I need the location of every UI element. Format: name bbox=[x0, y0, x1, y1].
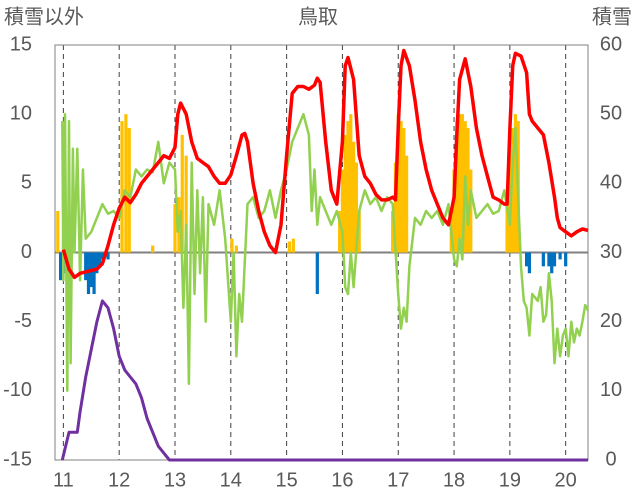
y-tick-right: 10 bbox=[600, 379, 622, 401]
bar-negative bbox=[558, 252, 562, 260]
bar-negative bbox=[547, 252, 551, 267]
y-tick-left: 5 bbox=[21, 172, 32, 194]
bar-positive bbox=[338, 211, 342, 253]
bar-negative bbox=[525, 252, 529, 267]
bar-positive bbox=[291, 238, 295, 253]
series-wind-line bbox=[61, 112, 590, 393]
bar-positive bbox=[405, 155, 409, 253]
bar-negative bbox=[58, 252, 63, 281]
bar-negative bbox=[315, 252, 319, 294]
x-tick: 12 bbox=[108, 469, 130, 491]
y-tick-left: 10 bbox=[10, 102, 32, 124]
chart-title: 鳥取 bbox=[298, 5, 338, 28]
y-tick-right: 30 bbox=[600, 241, 622, 263]
bar-positive bbox=[124, 114, 128, 253]
bar-positive bbox=[357, 211, 361, 253]
series-snow-depth-line bbox=[60, 299, 588, 462]
y-tick-right: 40 bbox=[600, 172, 622, 194]
bar-positive bbox=[393, 162, 398, 253]
x-tick: 13 bbox=[164, 469, 186, 491]
y-axis-label-right: 積雪 bbox=[592, 5, 632, 28]
y-tick-right: 0 bbox=[605, 448, 616, 470]
y-tick-right: 20 bbox=[600, 310, 622, 332]
bar-positive bbox=[151, 245, 155, 253]
bar-positive bbox=[127, 128, 131, 253]
y-tick-right: 50 bbox=[600, 102, 622, 124]
y-tick-left: -15 bbox=[3, 448, 32, 470]
bar-negative bbox=[527, 252, 531, 274]
x-tick: 16 bbox=[331, 469, 353, 491]
bar-negative bbox=[92, 252, 96, 294]
x-tick: 11 bbox=[53, 469, 74, 491]
bar-positive bbox=[396, 114, 400, 253]
y-tick-right: 60 bbox=[600, 33, 622, 55]
bar-positive bbox=[343, 134, 347, 253]
bar-positive bbox=[351, 141, 356, 253]
x-tick: 18 bbox=[443, 469, 465, 491]
bar-negative bbox=[564, 252, 568, 267]
bar-negative bbox=[550, 252, 554, 274]
bar-positive bbox=[460, 114, 465, 253]
bar-positive bbox=[173, 204, 177, 253]
bar-positive bbox=[452, 169, 456, 253]
x-tick: 19 bbox=[499, 469, 521, 491]
x-tick: 20 bbox=[555, 469, 577, 491]
bar-positive bbox=[184, 155, 188, 253]
bar-positive bbox=[56, 211, 60, 253]
bar-negative bbox=[552, 252, 557, 267]
bar-positive bbox=[230, 238, 234, 253]
x-tick: 17 bbox=[387, 469, 409, 491]
bar-negative bbox=[541, 252, 545, 267]
bar-negative bbox=[86, 252, 91, 294]
bar-positive bbox=[391, 211, 395, 253]
bar-negative bbox=[98, 252, 102, 267]
x-tick: 14 bbox=[220, 469, 242, 491]
y-tick-left: 0 bbox=[21, 241, 32, 263]
bar-positive bbox=[455, 121, 459, 253]
bar-positive bbox=[354, 162, 358, 253]
bar-negative bbox=[95, 252, 99, 274]
bar-positive bbox=[399, 121, 403, 253]
bar-negative bbox=[100, 252, 105, 260]
bar-negative bbox=[106, 252, 110, 260]
series-temperature-line bbox=[61, 48, 589, 280]
bar-positive bbox=[458, 114, 462, 253]
bar-positive bbox=[120, 121, 124, 253]
y-tick-left: 15 bbox=[10, 33, 32, 55]
bar-positive bbox=[340, 169, 345, 253]
bar-negative bbox=[84, 252, 88, 281]
bar-positive bbox=[287, 241, 292, 253]
x-tick: 15 bbox=[275, 469, 297, 491]
y-axis-label-left: 積雪以外 bbox=[4, 5, 84, 28]
bar-positive bbox=[505, 204, 509, 253]
y-tick-left: -5 bbox=[14, 310, 32, 332]
bar-positive bbox=[349, 114, 353, 253]
y-tick-left: -10 bbox=[3, 379, 32, 401]
bar-positive bbox=[466, 128, 470, 253]
bar-positive bbox=[402, 128, 406, 253]
bar-positive bbox=[513, 114, 518, 253]
bar-positive bbox=[469, 169, 473, 253]
bar-positive bbox=[180, 134, 184, 253]
bar-positive bbox=[234, 245, 238, 253]
bar-positive bbox=[346, 121, 350, 253]
